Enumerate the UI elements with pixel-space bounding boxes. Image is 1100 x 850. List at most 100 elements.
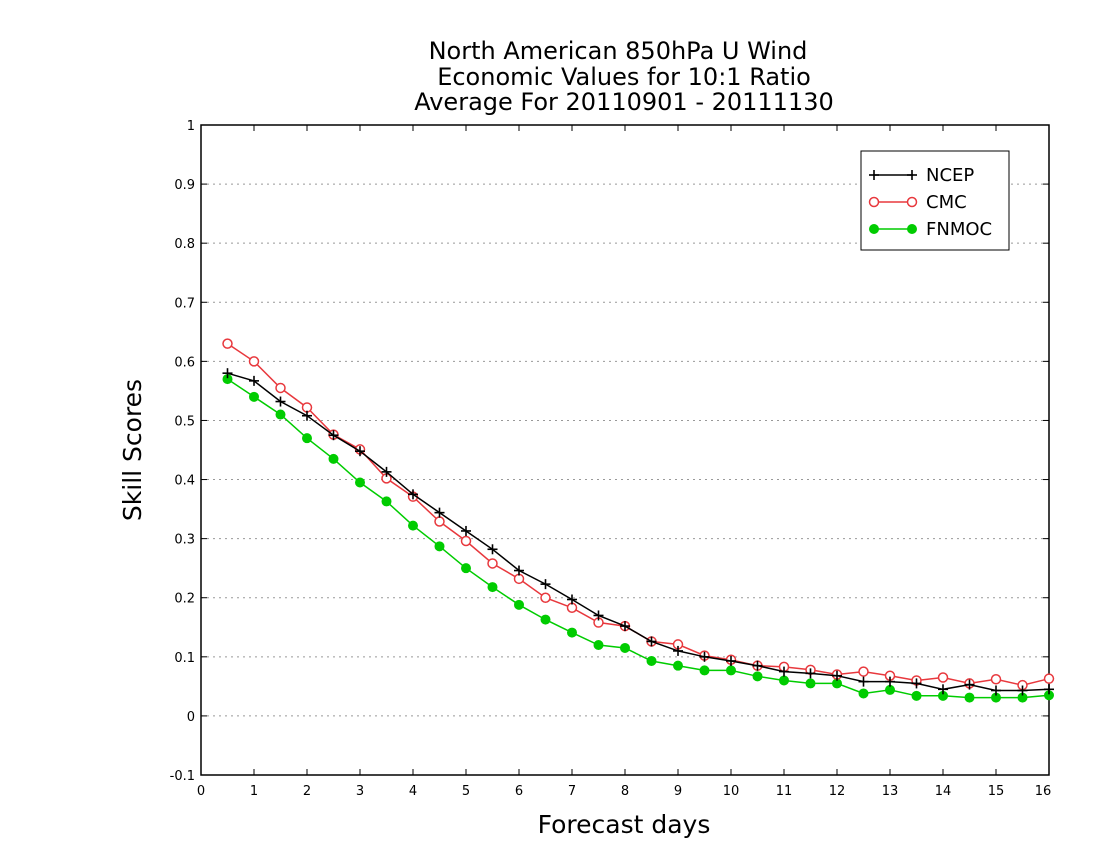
point-ncep: [911, 678, 922, 689]
point-cmc: [1043, 673, 1055, 684]
point-fnmoc: [620, 642, 630, 653]
point-fnmoc: [434, 541, 445, 552]
x-tick-label: 13: [882, 784, 899, 799]
point-fnmoc: [381, 496, 392, 507]
point-ncep: [646, 636, 657, 647]
point-ncep: [1044, 684, 1054, 695]
point-ncep: [434, 507, 445, 518]
point-ncep: [408, 489, 418, 500]
point-fnmoc: [328, 453, 339, 464]
legend: NCEP CMC FNMOC: [860, 150, 1010, 251]
point-ncep: [752, 660, 763, 671]
series-line-ncep: [227, 372, 1050, 692]
point-ncep: [275, 396, 286, 407]
point-ncep: [726, 655, 736, 666]
point-fnmoc: [885, 684, 895, 695]
legend-marker-ncep: [869, 170, 879, 180]
legend-entry-ncep: NCEP: [869, 165, 974, 186]
point-cmc: [566, 602, 578, 614]
point-ncep: [328, 430, 339, 441]
axis-ticks: -0.100.10.20.30.40.50.60.70.80.910 1 2 3 4 5 6…: [170, 119, 1052, 799]
point-ncep: [249, 375, 259, 386]
x-axis-title: Forecast days: [538, 810, 711, 839]
y-tick-label: 0.4: [174, 474, 195, 489]
point-fnmoc: [646, 655, 657, 666]
x-tick-label: 4: [409, 784, 417, 799]
point-fnmoc: [699, 665, 710, 676]
point-cmc: [540, 592, 551, 603]
x-tick-label: 16: [1035, 784, 1052, 799]
point-ncep: [673, 645, 683, 656]
point-fnmoc: [461, 563, 471, 574]
point-cmc: [513, 573, 525, 585]
series-cmc: [222, 338, 1055, 691]
title-line-2: Economic Values for 10:1 Ratio: [437, 63, 811, 91]
legend-marker-ncep: [907, 170, 917, 180]
point-ncep: [832, 670, 842, 681]
legend-marker-cmc: [868, 196, 880, 208]
point-fnmoc: [964, 692, 975, 703]
point-ncep: [381, 466, 392, 477]
point-fnmoc: [514, 599, 524, 610]
point-cmc: [301, 402, 313, 413]
y-tick-label: 0.6: [174, 355, 195, 370]
legend-label-ncep: NCEP: [926, 165, 974, 186]
point-ncep: [805, 668, 816, 679]
point-fnmoc: [275, 409, 286, 420]
legend-marker-fnmoc: [869, 224, 879, 234]
point-ncep: [938, 684, 948, 695]
point-cmc: [858, 666, 869, 677]
y-tick-label: 0.2: [174, 592, 195, 607]
y-axis-title: Skill Scores: [118, 379, 147, 521]
y-tick-label: 0: [187, 710, 195, 725]
x-tick-label: 9: [674, 784, 682, 799]
point-ncep: [222, 368, 233, 379]
x-tick-label: 15: [988, 784, 1005, 799]
y-tick-label: 0.9: [174, 178, 195, 193]
chart-title: North American 850hPa U Wind Economic Va…: [414, 37, 834, 116]
y-tick-label: 0.8: [174, 237, 195, 252]
y-tick-label: -0.1: [170, 769, 195, 784]
y-tick-label: 0.3: [174, 533, 195, 548]
point-fnmoc: [540, 614, 551, 625]
point-ncep: [514, 565, 524, 576]
point-fnmoc: [752, 671, 763, 682]
point-fnmoc: [567, 627, 577, 638]
point-ncep: [1017, 685, 1028, 696]
x-tick-label: 7: [568, 784, 576, 799]
point-fnmoc: [858, 688, 869, 699]
point-fnmoc: [302, 433, 312, 444]
point-fnmoc: [408, 520, 418, 531]
point-cmc: [248, 356, 260, 367]
x-tick-label: 0: [197, 784, 205, 799]
point-cmc: [937, 672, 949, 683]
point-ncep: [302, 410, 312, 421]
point-cmc: [222, 338, 233, 349]
point-ncep: [593, 610, 604, 621]
x-tick-label: 14: [935, 784, 952, 799]
x-tick-label: 8: [621, 784, 629, 799]
y-tick-label: 0.7: [174, 296, 195, 311]
legend-entry-fnmoc: FNMOC: [869, 219, 992, 240]
point-fnmoc: [911, 690, 922, 701]
x-tick-label: 5: [462, 784, 470, 799]
legend-label-cmc: CMC: [926, 192, 967, 213]
point-fnmoc: [355, 477, 365, 488]
point-ncep: [355, 446, 365, 457]
legend-marker-fnmoc: [907, 224, 917, 234]
series-line-fnmoc: [227, 378, 1050, 699]
title-line-3: Average For 20110901 - 20111130: [414, 88, 834, 116]
data-series: [222, 338, 1055, 703]
x-tick-label: 11: [776, 784, 793, 799]
series-ncep: [222, 368, 1054, 696]
x-tick-label: 2: [303, 784, 311, 799]
point-cmc: [434, 516, 445, 527]
legend-entry-cmc: CMC: [868, 192, 967, 213]
point-ncep: [567, 594, 577, 605]
point-cmc: [487, 558, 498, 569]
legend-box: [860, 150, 1010, 251]
point-fnmoc: [726, 665, 736, 676]
series-fnmoc: [222, 374, 1054, 703]
point-cmc: [990, 674, 1002, 685]
